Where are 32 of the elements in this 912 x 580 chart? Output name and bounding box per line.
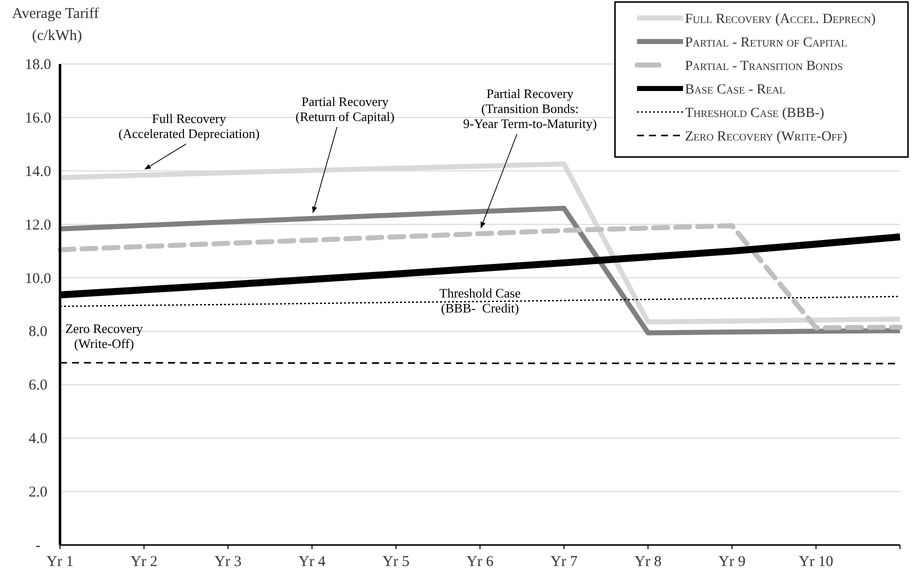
- x-tick-label: Yr 1: [46, 554, 74, 570]
- y-tick-label: 10.0: [24, 270, 52, 287]
- y-tick-label: 12.0: [24, 217, 52, 234]
- y-tick-label: 18.0: [24, 57, 52, 73]
- annotation: Partial Recovery (Return of Capital): [296, 94, 394, 124]
- y-tick-label: 4.0: [28, 431, 48, 448]
- legend-label: Threshold Case (BBB-): [685, 106, 824, 121]
- legend-label: Base Case - Real: [685, 82, 786, 98]
- x-tick-label: Yr 6: [466, 554, 494, 570]
- y-tick-label: 2.0: [28, 484, 48, 501]
- x-tick-label: Yr 2: [130, 554, 158, 570]
- x-tick-label: Yr 9: [718, 554, 746, 570]
- y-tick-label: 14.0: [24, 164, 52, 180]
- legend-label: Partial - Return of Capital: [685, 36, 848, 50]
- x-tick-label: Yr 4: [298, 554, 326, 570]
- legend-label: Full Recovery (Accel. Deprecn): [685, 12, 876, 27]
- annotation: Zero Recovery (Write-Off): [65, 320, 144, 351]
- annotation: Partial Recovery (Transition Bonds: 9-Year Term-to-Maturity): [463, 86, 597, 131]
- y-tick-label: 8.0: [28, 324, 48, 340]
- x-tick-label: Yr 5: [382, 554, 410, 570]
- annotation: Full Recovery (Accelerated Depreciation): [118, 111, 260, 141]
- y-tick-label: -: [36, 538, 40, 554]
- x-tick-label: Yr 8: [634, 554, 662, 570]
- y-tick-label: 16.0: [24, 110, 52, 126]
- x-tick-label: Yr 3: [214, 554, 242, 570]
- x-tick-label: Yr 10: [798, 554, 834, 570]
- legend-label: Zero Recovery (Write-Off): [685, 130, 848, 144]
- y-tick-label: 6.0: [28, 378, 48, 394]
- legend-label: Partial - Transition Bonds: [685, 59, 843, 74]
- annotation: Threshold Case (BBB- Credit): [439, 286, 521, 316]
- y-axis-title: Average Tariff (c/kWh): [12, 6, 99, 44]
- x-tick-label: Yr 7: [550, 554, 578, 570]
